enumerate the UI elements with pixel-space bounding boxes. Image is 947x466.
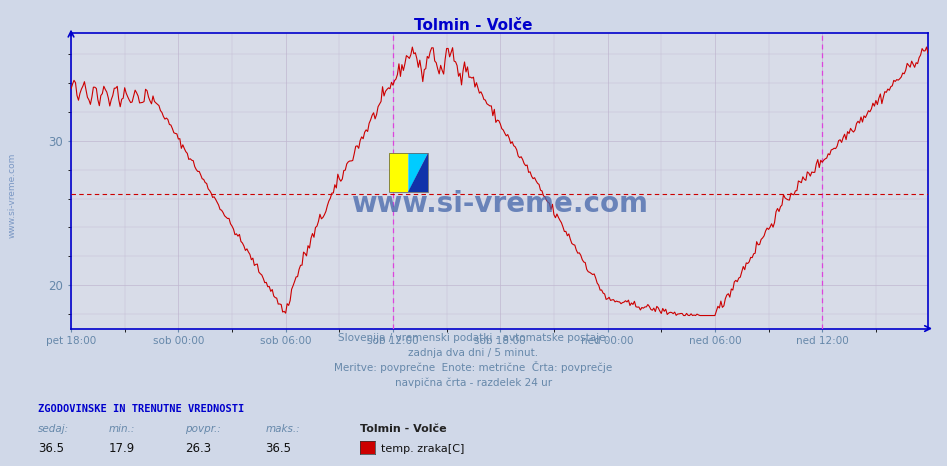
- Text: 17.9: 17.9: [109, 442, 135, 454]
- Text: Slovenija / vremenski podatki - avtomatske postaje.: Slovenija / vremenski podatki - avtomats…: [338, 333, 609, 343]
- Bar: [389, 153, 408, 192]
- Text: Tolmin - Volče: Tolmin - Volče: [414, 18, 533, 33]
- Text: 26.3: 26.3: [185, 442, 211, 454]
- Bar: [389, 153, 428, 192]
- Polygon shape: [408, 153, 428, 192]
- Text: min.:: min.:: [109, 424, 135, 434]
- Text: zadnja dva dni / 5 minut.: zadnja dva dni / 5 minut.: [408, 348, 539, 358]
- Text: www.si-vreme.com: www.si-vreme.com: [8, 153, 17, 239]
- Text: 36.5: 36.5: [38, 442, 63, 454]
- Text: www.si-vreme.com: www.si-vreme.com: [351, 190, 648, 218]
- Text: sedaj:: sedaj:: [38, 424, 69, 434]
- Text: ZGODOVINSKE IN TRENUTNE VREDNOSTI: ZGODOVINSKE IN TRENUTNE VREDNOSTI: [38, 404, 244, 414]
- Text: povpr.:: povpr.:: [185, 424, 221, 434]
- Text: maks.:: maks.:: [265, 424, 300, 434]
- Text: Meritve: povprečne  Enote: metrične  Črta: povprečje: Meritve: povprečne Enote: metrične Črta:…: [334, 361, 613, 373]
- Text: navpična črta - razdelek 24 ur: navpična črta - razdelek 24 ur: [395, 377, 552, 388]
- Polygon shape: [408, 153, 428, 192]
- Text: temp. zraka[C]: temp. zraka[C]: [381, 444, 464, 453]
- Text: Tolmin - Volče: Tolmin - Volče: [360, 424, 446, 434]
- Text: 36.5: 36.5: [265, 442, 291, 454]
